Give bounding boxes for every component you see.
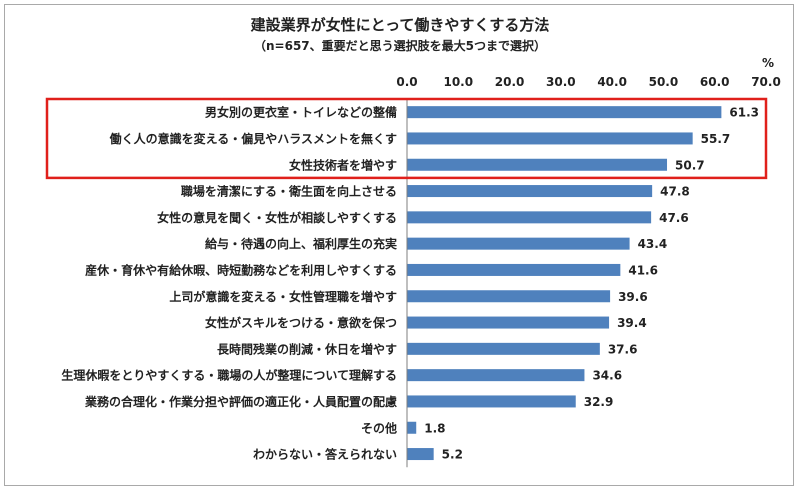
data-label: 39.4: [617, 316, 647, 330]
bar: [407, 421, 417, 434]
x-tick-label: 40.0: [597, 75, 627, 89]
category-label: 産休・育休や有給休暇、時短勤務などを利用しやすくする: [85, 262, 397, 277]
x-tick-label: 60.0: [700, 75, 730, 89]
bar: [407, 316, 610, 329]
x-tick-label: 30.0: [546, 75, 576, 89]
bar: [407, 211, 652, 224]
category-label: わからない・答えられない: [253, 447, 397, 462]
x-tick-label: 70.0: [751, 75, 781, 89]
category-label: 給与・待遇の向上、福利厚生の充実: [205, 236, 397, 251]
bar: [407, 290, 611, 303]
category-label: 女性がスキルをつける・意欲を保つ: [205, 315, 397, 330]
data-label: 41.6: [628, 263, 658, 277]
data-label: 55.7: [701, 132, 731, 146]
chart-title: 建設業界が女性にとって働きやすくする方法: [250, 16, 550, 34]
category-label: その他: [361, 420, 397, 435]
bar: [407, 158, 668, 171]
chart-frame: [4, 4, 794, 486]
category-label: 働く人の意識を変える・偏見やハラスメントを無くす: [109, 131, 397, 146]
chart-subtitle: （n=657、重要だと思う選択肢を最大5つまで選択）: [254, 39, 546, 53]
bar: [407, 106, 722, 119]
x-tick-label: 50.0: [649, 75, 679, 89]
x-tick-label: 20.0: [495, 75, 525, 89]
bar: [407, 185, 653, 198]
category-label: 上司が意識を変える・女性管理職を増やす: [169, 289, 397, 304]
category-label: 業務の合理化・作業分担や評価の適正化・人員配置の配慮: [84, 394, 397, 409]
x-tick-label: 0.0: [396, 75, 417, 89]
category-label: 生理休暇をとりやすくする・職場の人が整理について理解する: [61, 368, 397, 383]
data-label: 5.2: [442, 448, 463, 462]
data-label: 39.6: [618, 290, 648, 304]
category-label: 女性の意見を聞く・女性が相談しやすくする: [157, 210, 397, 225]
bars: [407, 106, 722, 461]
x-tick-label: 10.0: [443, 75, 473, 89]
data-label: 50.7: [675, 158, 705, 172]
bar: [407, 237, 630, 250]
data-label: 43.4: [638, 237, 668, 251]
data-label: 61.3: [729, 106, 759, 120]
bar: [407, 395, 576, 408]
bar: [407, 342, 600, 355]
category-label: 職場を清潔にする・衛生面を向上させる: [181, 184, 397, 199]
highlight-box: [45, 97, 768, 180]
data-label: 1.8: [424, 421, 445, 435]
value-labels: 61.3 55.7 50.7 47.8 47.6 43.4 41.6 39.6 39.4 37.6…: [424, 106, 759, 462]
category-label: 男女別の更衣室・トイレなどの整備: [205, 105, 397, 120]
category-label: 長時間残業の削減・休日を増やす: [217, 341, 397, 356]
category-label: 女性技術者を増やす: [289, 157, 397, 172]
bar: [407, 263, 621, 276]
bar: [407, 448, 434, 461]
data-label: 32.9: [584, 395, 614, 409]
category-labels: 男女別の更衣室・トイレなどの整備働く人の意識を変える・偏見やハラスメントを無くす…: [61, 105, 397, 462]
data-label: 34.6: [592, 369, 622, 383]
data-label: 37.6: [608, 342, 638, 356]
bar: [407, 132, 693, 145]
unit-label: %: [762, 56, 775, 70]
x-axis-ticks: 0.0 10.0 20.0 30.0 40.0 50.0 60.0 70.0: [396, 75, 780, 89]
data-label: 47.8: [660, 185, 690, 199]
bar: [407, 369, 585, 382]
data-label: 47.6: [659, 211, 689, 225]
